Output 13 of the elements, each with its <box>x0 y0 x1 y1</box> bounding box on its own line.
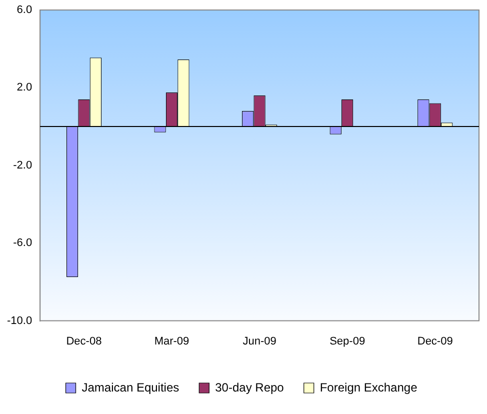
y-tick-label: -2.0 <box>13 159 32 172</box>
x-tick-label: Jun-09 <box>242 335 276 348</box>
legend-label: 30-day Repo <box>215 380 284 394</box>
legend-label: Jamaican Equities <box>82 380 180 394</box>
y-tick-label: -6.0 <box>13 237 32 250</box>
y-tick-label: -10.0 <box>6 314 32 327</box>
x-tick-label: Dec-08 <box>66 335 102 348</box>
x-tick-label: Dec-09 <box>417 335 453 348</box>
x-tick-label: Sep-09 <box>330 335 366 348</box>
y-tick-label: 6.0 <box>16 4 32 16</box>
legend-label: Foreign Exchange <box>320 380 418 394</box>
y-tick-label: 2.0 <box>16 82 32 94</box>
x-tick-label: Mar-09 <box>154 335 190 348</box>
